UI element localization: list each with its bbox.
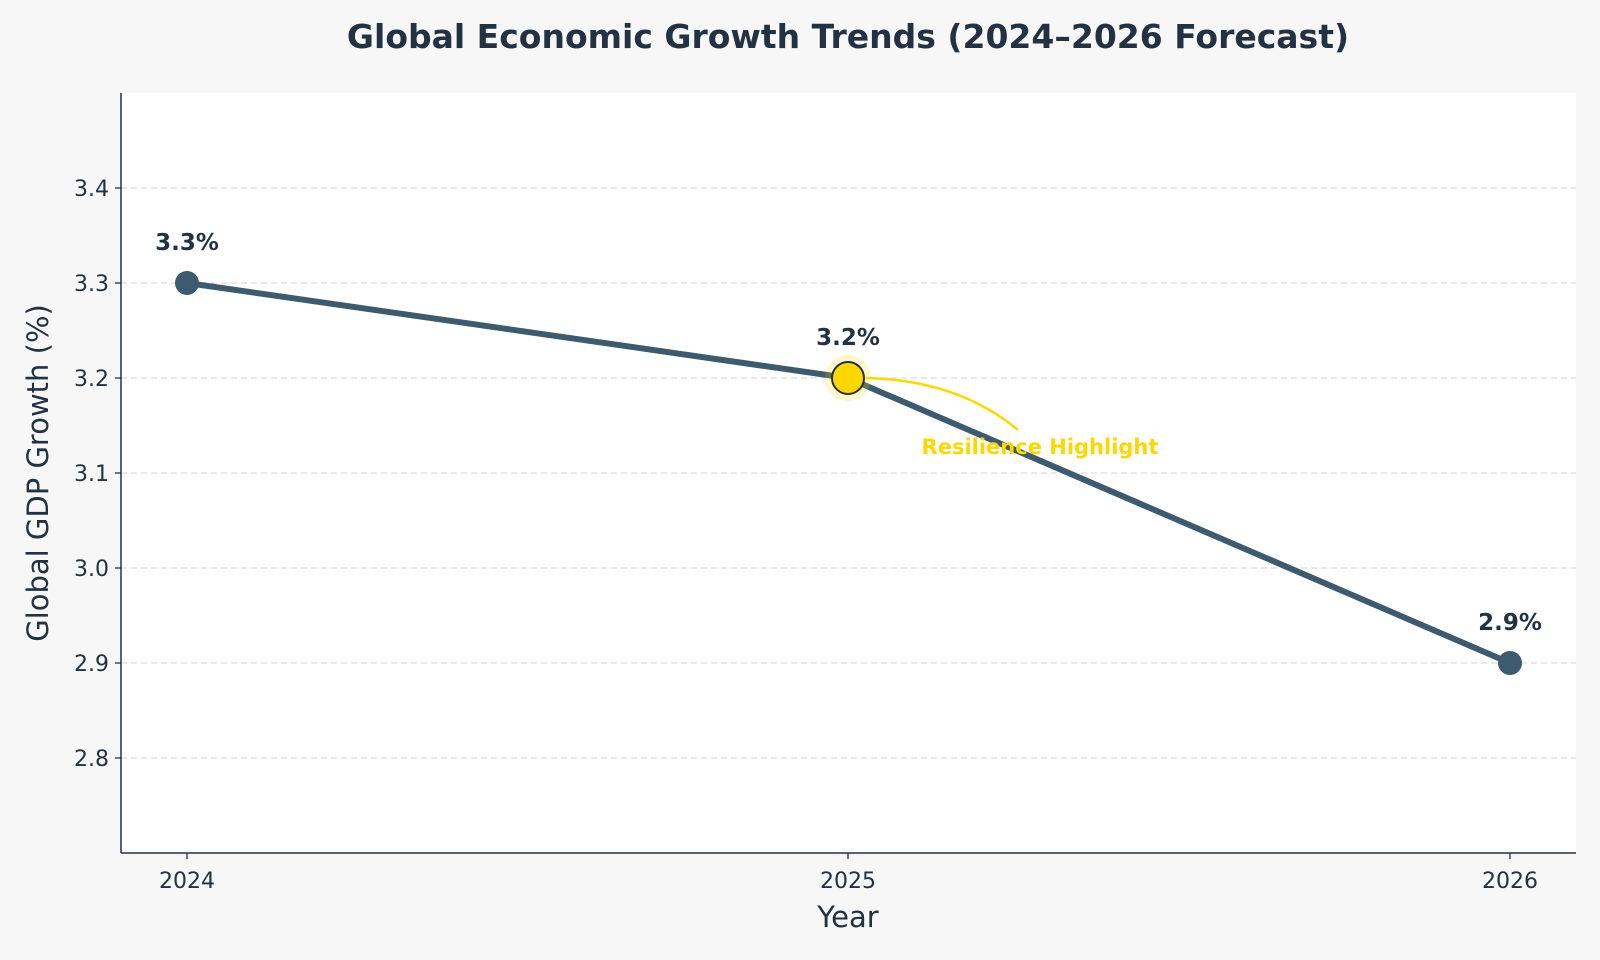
- y-tick-label: 2.8: [74, 747, 109, 772]
- x-tick-label: 2024: [159, 869, 215, 894]
- y-axis-ticks: 2.8 2.9 3.0 3.1 3.2 3.3 3.4: [74, 177, 121, 772]
- x-tick-label: 2026: [1482, 869, 1538, 894]
- data-point: [175, 271, 199, 295]
- data-labels: 3.3% 3.2% 2.9%: [155, 230, 1542, 636]
- y-tick-label: 2.9: [74, 652, 109, 677]
- chart-title: Global Economic Growth Trends (2024–2026…: [347, 17, 1349, 56]
- series-gdp-growth: [175, 271, 1522, 675]
- x-axis-label: Year: [816, 900, 878, 934]
- data-label: 3.3%: [155, 230, 219, 256]
- x-tick-label: 2025: [820, 869, 876, 894]
- y-tick-label: 3.1: [74, 462, 109, 487]
- y-axis-label: Global GDP Growth (%): [21, 304, 55, 642]
- highlight-marker: [831, 361, 865, 395]
- data-point: [1498, 651, 1522, 675]
- data-label: 3.2%: [816, 325, 880, 351]
- annotation-label: Resilience Highlight: [922, 435, 1159, 459]
- y-tick-label: 3.4: [74, 177, 109, 202]
- x-axis-ticks: 2024 2025 2026: [159, 853, 1538, 894]
- y-tick-label: 3.0: [74, 557, 109, 582]
- highlight-annotation: Resilience Highlight: [865, 376, 1159, 459]
- data-label: 2.9%: [1478, 610, 1542, 636]
- y-tick-label: 3.2: [74, 367, 109, 392]
- plot-area: [121, 93, 1576, 853]
- y-tick-label: 3.3: [74, 272, 109, 297]
- grid-lines: [121, 187, 1576, 759]
- annotation-arrow: [865, 376, 1019, 431]
